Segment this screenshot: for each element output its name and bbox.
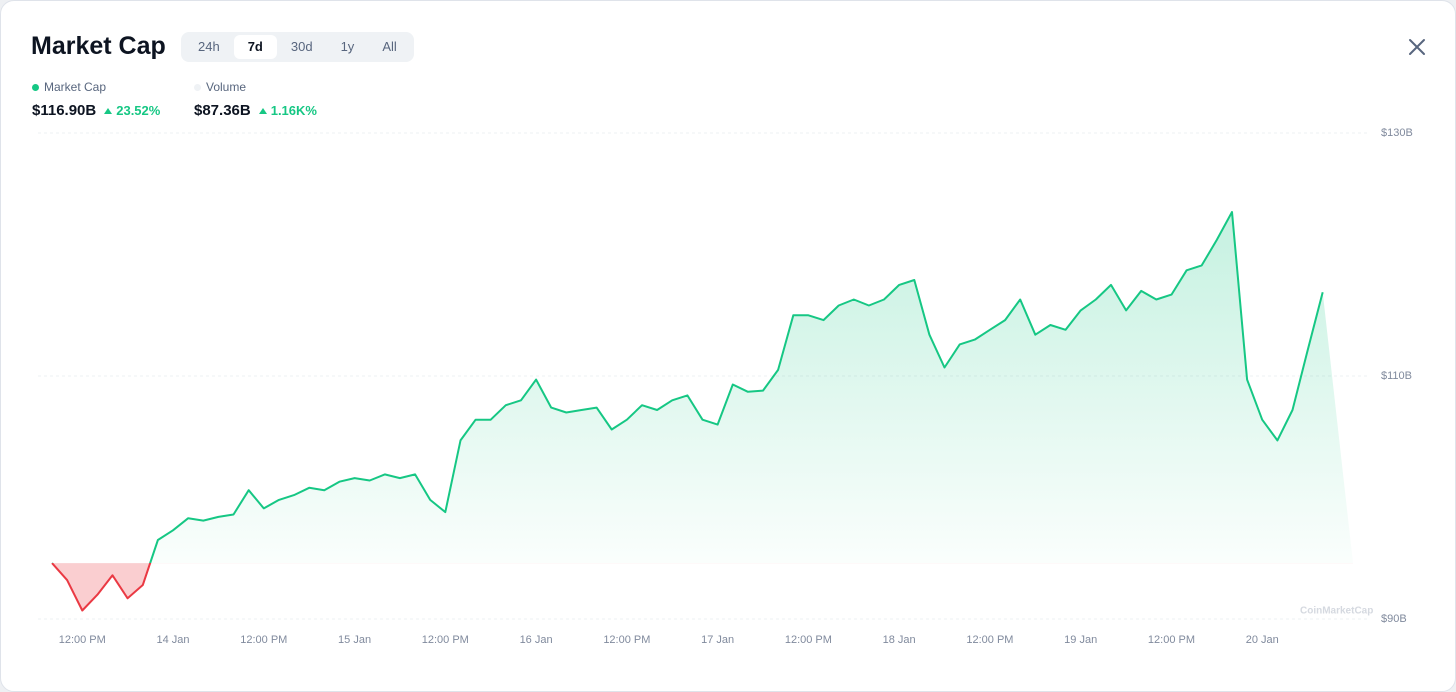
x-tick-label: 18 Jan xyxy=(883,634,916,646)
x-tick-label: 17 Jan xyxy=(701,634,734,646)
legend-change-row: 23.52% xyxy=(104,103,160,118)
x-tick-label: 12:00 PM xyxy=(785,634,832,646)
range-tab[interactable]: 30d xyxy=(290,39,313,54)
legend-label: Volume xyxy=(206,80,247,94)
x-tick-label: 12:00 PM xyxy=(59,634,106,646)
up-arrow xyxy=(104,107,113,114)
watermark: CoinMarketCap xyxy=(1300,606,1373,617)
x-tick-label: 12:00 PM xyxy=(422,634,469,646)
x-tick-label: 20 Jan xyxy=(1246,634,1279,646)
legend-change: 1.16K% xyxy=(270,103,317,118)
legend-value-row: $87.36B 1.16K% xyxy=(194,102,317,119)
x-tick-label: 15 Jan xyxy=(338,634,371,646)
x-tick-label: 19 Jan xyxy=(1064,634,1097,646)
x-tick-label: 14 Jan xyxy=(157,634,190,646)
legend-label: Market Cap xyxy=(44,80,107,94)
range-tab[interactable]: 24h xyxy=(198,39,220,54)
x-tick-label: 12:00 PM xyxy=(1148,634,1195,646)
legend-name: Market Cap xyxy=(32,80,160,94)
x-tick-label: 12:00 PM xyxy=(966,634,1013,646)
range-tab[interactable]: 1y xyxy=(340,39,355,54)
legend-change-row: 1.16K% xyxy=(258,103,317,118)
range-tab[interactable]: 7d xyxy=(233,35,277,59)
legend-dot xyxy=(194,83,201,91)
legend-item: Market Cap $116.90B 23.52% xyxy=(32,80,160,119)
x-tick-label: 12:00 PM xyxy=(240,634,287,646)
legend-change: 23.52% xyxy=(116,103,161,118)
up-arrow xyxy=(258,107,267,114)
area xyxy=(52,212,1353,611)
y-tick-label: $110B xyxy=(1381,370,1412,382)
legend-item: Volume $87.36B 1.16K% xyxy=(194,80,317,119)
legend-value-row: $116.90B 23.52% xyxy=(32,102,160,119)
range-tabs: 24h 7d 30d 1y All xyxy=(181,32,414,62)
legend-value: $87.36B xyxy=(194,102,251,119)
close-button[interactable] xyxy=(1405,35,1429,59)
line xyxy=(51,211,1324,612)
y-tick-label: $130B xyxy=(1381,127,1413,139)
legend-dot xyxy=(32,83,39,91)
x-tick-label: 12:00 PM xyxy=(603,634,650,646)
y-tick-label: $90B xyxy=(1381,613,1407,625)
legend-value: $116.90B xyxy=(32,102,97,119)
legend-name: Volume xyxy=(194,80,317,94)
x-tick-label: 16 Jan xyxy=(520,634,553,646)
range-tab[interactable]: All xyxy=(382,39,397,54)
title: Market Cap xyxy=(31,32,166,60)
